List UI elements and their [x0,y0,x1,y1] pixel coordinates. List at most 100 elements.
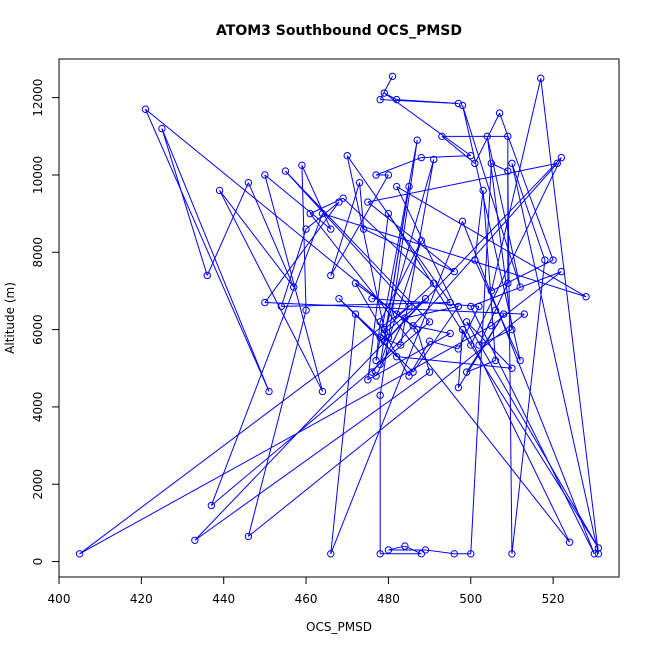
data-point [425,337,434,345]
data-point [302,225,310,233]
series-segment [206,182,249,276]
series-segment [309,213,570,543]
data-point [203,271,211,280]
series-segment [383,298,426,334]
series-segment [499,112,554,261]
data-point [388,72,397,81]
data-point [335,294,343,303]
series-segment [387,213,599,549]
data-point [380,89,388,97]
data-point [594,544,603,552]
data-point [594,550,603,558]
data-point [351,310,360,318]
y-tick-label: 4000 [31,392,45,423]
series-segment [264,302,525,315]
y-tick-label: 8000 [31,237,45,268]
series-segment [470,306,595,555]
y-tick-label: 10000 [31,156,45,194]
data-point [487,159,496,168]
data-point [504,279,512,287]
data-point [417,153,426,162]
series-segment [429,340,459,350]
series-segment [511,259,546,554]
data-point [557,153,566,162]
data-point [483,132,491,141]
data-point [376,95,384,104]
series-segment [466,321,599,549]
series-segment [396,99,459,104]
data-point [364,376,372,384]
data-point [405,302,413,311]
data-point [458,101,467,110]
data-point [380,329,388,338]
data-point [467,151,475,160]
x-axis-label: OCS_PMSD [306,620,372,634]
data-point [207,501,216,510]
data-point [454,99,463,108]
series-segment [194,157,562,541]
data-point [372,171,380,179]
y-axis: 0 2000 4000 6000 8000 10000 12000 [31,79,60,565]
data-point [405,182,413,191]
series-segment [247,182,295,288]
data-point [384,209,393,218]
data-point [409,368,417,376]
data-point [417,236,426,245]
data-point [458,217,467,226]
data-point [508,159,516,168]
data-point [261,298,269,307]
series-segment [511,163,599,554]
data-point [261,171,269,179]
series-segment [248,313,525,537]
series-segment [470,163,492,554]
series-segment [79,325,492,555]
data-point [298,161,306,170]
data-point [475,302,483,311]
data-point [491,306,500,314]
data-point [557,267,566,276]
series-segment [367,333,451,381]
series-segment [486,136,513,330]
series-segment [264,201,340,303]
data-point [376,550,384,558]
series-segment [367,213,389,380]
data-point [479,186,487,195]
data-point [392,310,401,318]
data-point [454,345,463,353]
series-segment [309,197,344,215]
series-segment [470,157,562,346]
series-segment [495,283,509,311]
series-segment [161,128,270,392]
series-segment [383,336,389,342]
x-tick-label: 440 [212,592,235,606]
series-segment [474,190,484,261]
x-tick-label: 480 [377,592,400,606]
series-segment [457,306,480,350]
data-point [467,302,475,311]
y-tick-label: 12000 [31,79,45,117]
data-point [191,536,199,544]
data-point [306,209,314,218]
series-segment [511,163,546,261]
data-point [281,167,290,175]
data-point [277,302,286,311]
y-tick-label: 6000 [31,314,45,345]
data-point [376,360,384,369]
data-point [446,329,454,338]
data-point [508,364,516,372]
series-segment [355,282,410,377]
series-segment [462,105,521,361]
data-point [421,546,430,554]
data-point [401,542,409,550]
series-segment [425,549,455,555]
series-segment [540,78,599,554]
series-segment [379,140,418,396]
data-point [549,256,557,264]
data-point [327,225,335,233]
y-tick-label: 2000 [31,469,45,500]
data-point [425,318,434,326]
data-point [265,387,273,396]
series-segment [470,271,562,307]
data-point [508,550,516,558]
series-segment [330,314,356,554]
